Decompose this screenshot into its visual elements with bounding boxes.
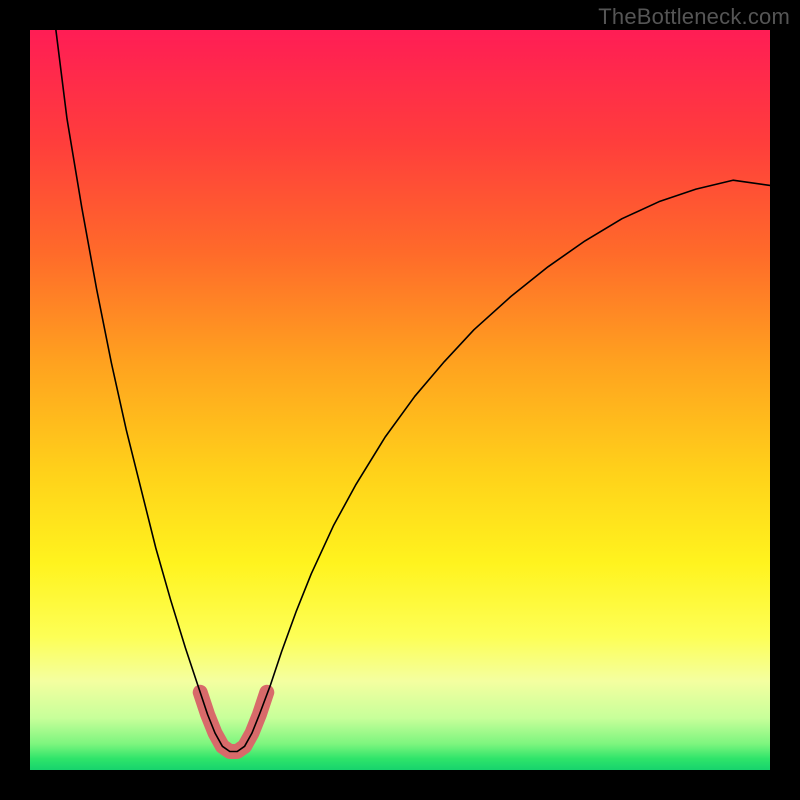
watermark-text: TheBottleneck.com	[598, 4, 790, 30]
plot-background	[30, 30, 770, 770]
chart-root: TheBottleneck.com	[0, 0, 800, 800]
chart-svg	[0, 0, 800, 800]
